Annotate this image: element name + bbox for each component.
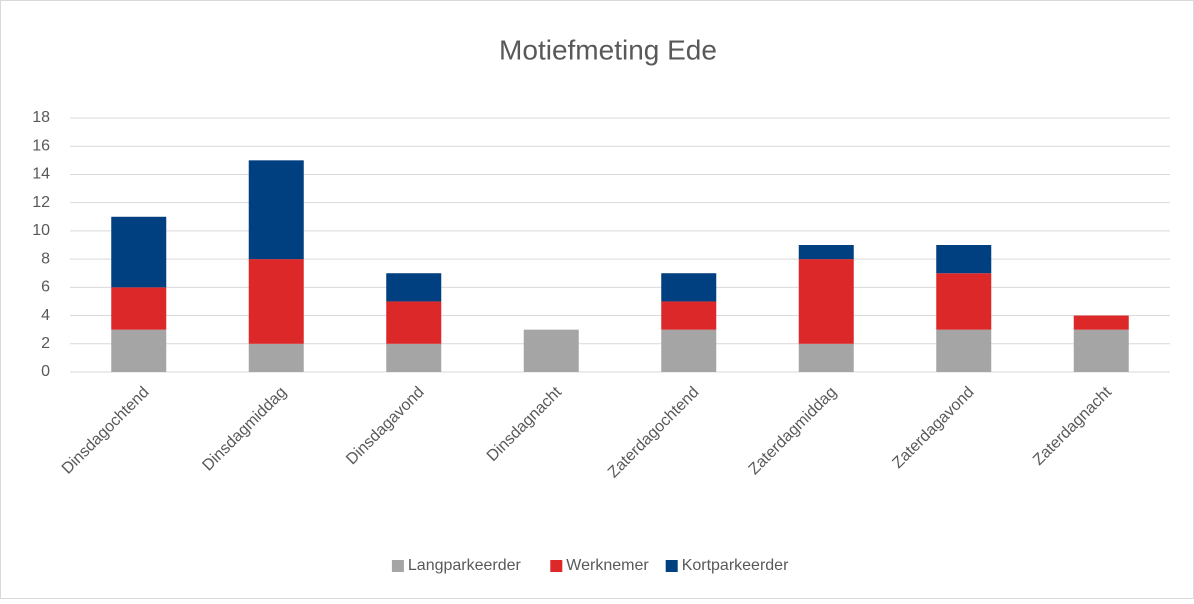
y-tick-label: 2: [41, 335, 50, 352]
bar-segment: [111, 287, 167, 330]
bar-segment: [523, 329, 579, 372]
bar-segment: [936, 245, 992, 274]
chart-title: Motiefmeting Ede: [499, 34, 717, 65]
y-tick-label: 18: [32, 109, 50, 126]
legend-label: Kortparkeerder: [682, 557, 789, 574]
bar-segment: [386, 301, 442, 344]
bar-segment: [386, 343, 442, 372]
legend-label: Langparkeerder: [408, 557, 522, 574]
bar-segment: [798, 259, 854, 344]
bar-segment: [111, 216, 167, 288]
bar-segment: [661, 273, 717, 302]
y-tick-label: 10: [32, 222, 50, 239]
legend-swatch: [391, 560, 404, 572]
bar-segment: [798, 245, 854, 260]
bar-segment: [111, 329, 167, 372]
bar-segment: [248, 160, 304, 260]
y-tick-label: 6: [41, 279, 50, 296]
bar-segment: [1073, 315, 1129, 330]
bar-segment: [798, 343, 854, 372]
bar-segment: [386, 273, 442, 302]
legend-label: Werknemer: [566, 557, 649, 574]
y-tick-label: 14: [32, 166, 50, 183]
legend-swatch: [665, 560, 678, 572]
bar-segment: [936, 273, 992, 330]
bar-segment: [248, 259, 304, 344]
legend-swatch: [550, 560, 563, 572]
y-tick-label: 8: [41, 250, 50, 267]
bar-segment: [936, 329, 992, 372]
y-tick-label: 4: [41, 307, 50, 324]
bar-segment: [661, 329, 717, 372]
bar-segment: [248, 343, 304, 372]
y-tick-label: 16: [32, 137, 50, 154]
y-tick-label: 0: [41, 363, 50, 380]
y-tick-label: 12: [32, 194, 50, 211]
bar-segment: [1073, 329, 1129, 372]
bar-segment: [661, 301, 717, 330]
